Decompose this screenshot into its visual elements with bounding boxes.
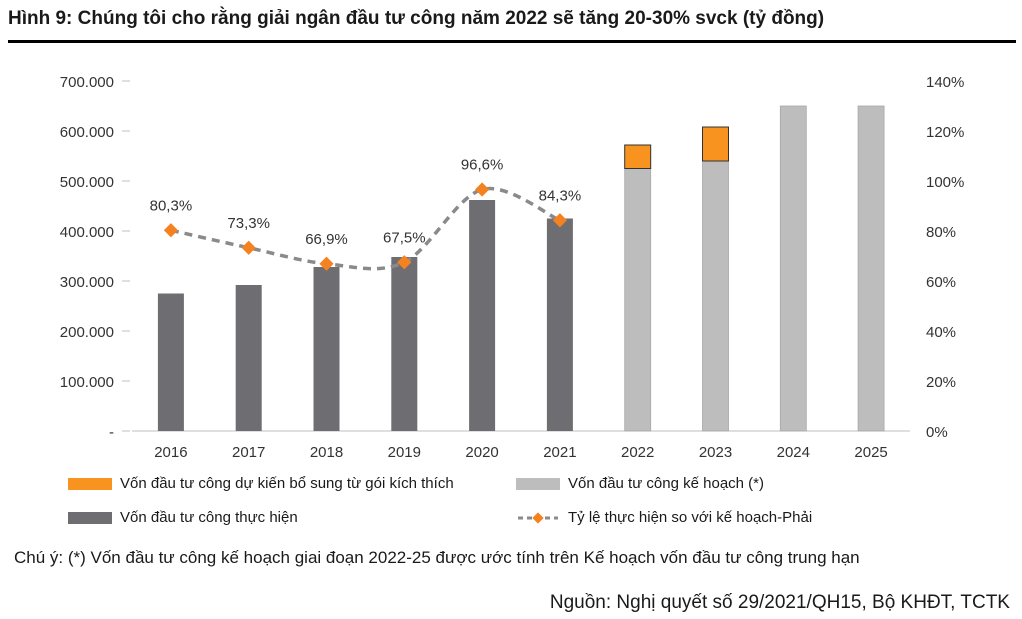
ratio-marker — [552, 213, 567, 228]
ratio-marker — [319, 256, 334, 271]
y-tick-label: 700.000 — [60, 74, 114, 91]
ratio-data-label: 67,5% — [383, 229, 426, 246]
y-tick-label: - — [109, 424, 114, 441]
x-tick-label: 2020 — [465, 444, 498, 461]
legend-swatch-plan — [516, 477, 560, 490]
bar-plan — [624, 168, 652, 432]
bar-plan — [779, 105, 807, 432]
y2-tick-label: 140% — [926, 74, 964, 91]
y2-tick-label: 120% — [926, 124, 964, 141]
x-tick-label: 2022 — [621, 444, 654, 461]
y2-tick-label: 20% — [926, 374, 956, 391]
legend-item-ratio: Tỷ lệ thực hiện so với kế hoạch-Phải — [516, 509, 812, 526]
y2-tick-label: 0% — [926, 424, 948, 441]
y-tick-label: 500.000 — [60, 174, 114, 191]
bar-stimulus — [624, 144, 652, 169]
legend-label-plan: Vốn đầu tư công kế hoạch (*) — [568, 475, 764, 492]
chart-source: Nguồn: Nghị quyết số 29/2021/QH15, Bộ KH… — [549, 592, 1010, 613]
bar-actual — [469, 200, 496, 431]
x-tick-label: 2024 — [777, 444, 810, 461]
ratio-data-label: 66,9% — [305, 231, 348, 248]
ratio-data-label: 96,6% — [461, 157, 504, 174]
ratio-data-label: 84,3% — [539, 187, 582, 204]
ratio-marker — [397, 255, 412, 270]
y-tick-label: 300.000 — [60, 274, 114, 291]
y-tick-label: 100.000 — [60, 374, 114, 391]
bar-actual — [157, 293, 184, 431]
ratio-marker — [163, 223, 178, 238]
bar-plan — [702, 160, 729, 432]
x-tick-label: 2018 — [310, 444, 343, 461]
x-tick-label: 2019 — [388, 444, 421, 461]
x-tick-label: 2025 — [854, 444, 887, 461]
legend-swatch-actual — [68, 511, 112, 524]
legend-swatch-stimulus — [68, 477, 112, 490]
legend-item-stimulus: Vốn đầu tư công dự kiến bổ sung từ gói k… — [68, 475, 454, 492]
x-tick-label: 2023 — [699, 444, 732, 461]
chart-note: Chú ý: (*) Vốn đầu tư công kế hoạch giai… — [14, 548, 860, 567]
y2-tick-label: 80% — [926, 224, 956, 241]
ratio-data-label: 73,3% — [227, 215, 270, 232]
legend-swatch-ratio — [516, 511, 560, 525]
legend-item-plan: Vốn đầu tư công kế hoạch (*) — [516, 475, 764, 492]
y2-tick-label: 40% — [926, 324, 956, 341]
chart-title: Hình 9: Chúng tôi cho rằng giải ngân đầu… — [8, 8, 825, 29]
bar-plan — [857, 105, 885, 432]
legend-item-actual: Vốn đầu tư công thực hiện — [68, 509, 298, 526]
y-tick-label: 600.000 — [60, 124, 114, 141]
legend-label-ratio: Tỷ lệ thực hiện so với kế hoạch-Phải — [568, 509, 813, 526]
bar-actual — [546, 218, 573, 431]
title-divider — [8, 40, 1016, 43]
ratio-line — [170, 186, 561, 271]
x-tick-label: 2017 — [232, 444, 265, 461]
bar-actual — [313, 267, 340, 431]
bar-stimulus — [702, 126, 729, 162]
ratio-marker — [475, 182, 490, 197]
bar-actual — [391, 257, 418, 431]
legend-label-actual: Vốn đầu tư công thực hiện — [120, 509, 298, 526]
x-tick-label: 2021 — [543, 444, 576, 461]
x-tick-label: 2016 — [154, 444, 187, 461]
ratio-data-label: 80,3% — [150, 197, 193, 214]
chart-area: - 100.000 200.000 300.000 400.000 500.000 600.… — [60, 74, 965, 461]
y-tick-label: 400.000 — [60, 224, 114, 241]
y2-tick-label: 60% — [926, 274, 956, 291]
y2-tick-label: 100% — [926, 174, 964, 191]
legend-label-stimulus: Vốn đầu tư công dự kiến bổ sung từ gói k… — [120, 475, 454, 492]
y-tick-label: 200.000 — [60, 324, 114, 341]
ratio-marker — [241, 240, 256, 255]
bar-actual — [235, 285, 262, 431]
